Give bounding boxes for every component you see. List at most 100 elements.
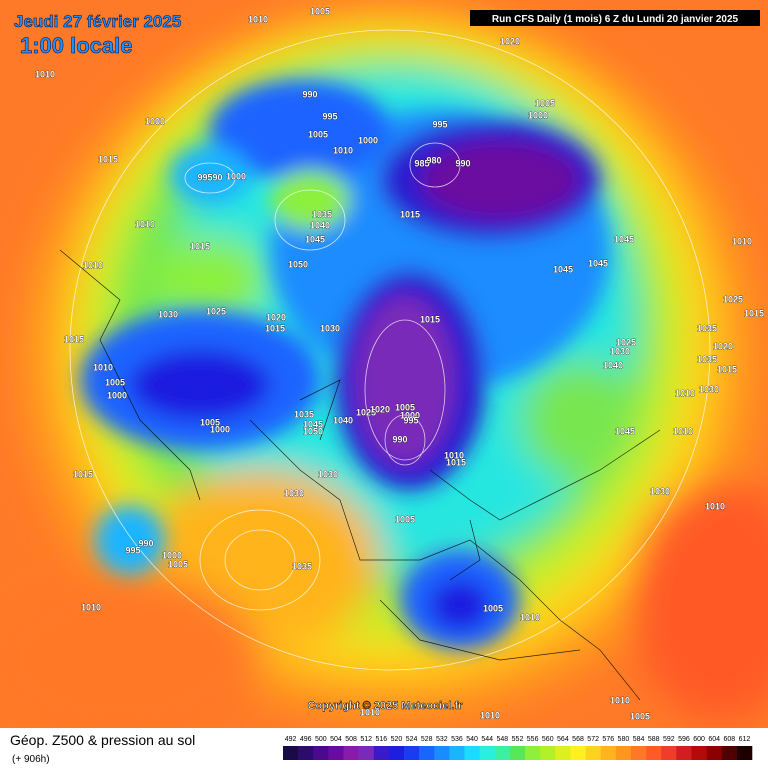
- colorbar-cell: [404, 746, 420, 760]
- colorbar-cell: [313, 746, 329, 760]
- isobar-label: 1015: [64, 334, 84, 344]
- colorbar-label: 552: [512, 736, 524, 743]
- colorbar-label: 576: [602, 736, 614, 743]
- isobar-label: 1040: [603, 360, 623, 370]
- colorbar-label: 556: [527, 736, 539, 743]
- isobar-label: 1010: [360, 707, 380, 717]
- isobar-label: 995: [125, 545, 140, 555]
- colorbar-cell: [661, 746, 677, 760]
- colorbar-label: 608: [723, 736, 735, 743]
- isobar-label: 1010: [135, 219, 155, 229]
- colorbar-label: 564: [557, 736, 569, 743]
- colorbar-label: 516: [375, 736, 387, 743]
- isobar-label: 1030: [320, 323, 340, 333]
- isobar-label: 980: [426, 155, 441, 165]
- colorbar-label: 612: [739, 736, 751, 743]
- isobar-label: 1010: [520, 612, 540, 622]
- pressure-labels: 1010100510201010100099099510051010100099…: [35, 6, 765, 722]
- isobar-label: 1005: [168, 559, 188, 569]
- colorbar-label: 592: [663, 736, 675, 743]
- colorbar-label: 528: [421, 736, 433, 743]
- colorbar-cell: [706, 746, 723, 760]
- isobar-label: 1015: [420, 314, 440, 324]
- colorbar-cell: [373, 746, 390, 760]
- isobar-label: 1035: [697, 354, 717, 364]
- isobar-label: 1010: [610, 695, 630, 705]
- isobar-label: 1000: [145, 116, 165, 126]
- isobar-label: 1045: [303, 419, 323, 429]
- colorbar-label: 496: [300, 736, 312, 743]
- footer-lead: (+ 906h): [12, 754, 50, 765]
- colorbar-cell: [449, 746, 465, 760]
- run-info: Run CFS Daily (1 mois) 6 Z du Lundi 20 j…: [492, 14, 739, 25]
- colorbar-cell: [464, 746, 480, 760]
- colorbar-cell: [630, 746, 647, 760]
- isobar-label: 1025: [356, 407, 376, 417]
- isobar-label: 1030: [650, 486, 670, 496]
- colorbar: 492 496 500 504 508 512 516 520 524 528 532 536 540 5…: [283, 736, 753, 760]
- isobar-label: 1035: [312, 209, 332, 219]
- colorbar-label: 500: [315, 736, 327, 743]
- colorbar-cell: [434, 746, 450, 760]
- colorbar-cell: [328, 746, 344, 760]
- isobar-label: 1040: [333, 415, 353, 425]
- isobar-label: 990: [138, 538, 153, 548]
- isobar-label: 1005: [483, 603, 503, 613]
- isobar-label: 1035: [292, 561, 312, 571]
- colorbar-label: 568: [572, 736, 584, 743]
- isobar-label: 1005: [308, 129, 328, 139]
- valid-time: 1:00 locale: [20, 33, 133, 58]
- colorbar-cell: [676, 746, 692, 760]
- footer-title: Géop. Z500 & pression au sol: [10, 732, 195, 748]
- isobar-label: 1020: [500, 36, 520, 46]
- colorbar-cell: [555, 746, 571, 760]
- colorbar-label: 492: [285, 736, 297, 743]
- isobar-label: 1005: [310, 6, 330, 16]
- isobar-label: 1005: [105, 377, 125, 387]
- isobar-label: 1015: [265, 323, 285, 333]
- isobar-label: 1045: [588, 258, 608, 268]
- isobar-label: 1010: [480, 710, 500, 720]
- colorbar-label: 588: [648, 736, 660, 743]
- isobar-label: 1030: [284, 488, 304, 498]
- isobar-label: 1045: [305, 234, 325, 244]
- colorbar-label: 600: [693, 736, 705, 743]
- isobar-label: 1035: [294, 409, 314, 419]
- isobar-label: 1005: [395, 514, 415, 524]
- isobar-label: 990: [302, 89, 317, 99]
- isobar-label: 1000: [528, 110, 548, 120]
- colorbar-label: 548: [497, 736, 509, 743]
- colorbar-label: 596: [678, 736, 690, 743]
- colorbar-cell: [585, 746, 602, 760]
- colorbar-cell: [388, 746, 405, 760]
- isobar-label: 985: [414, 158, 429, 168]
- isobar-label: 1000: [210, 424, 230, 434]
- isobar-label: 1025: [206, 306, 226, 316]
- valid-date: Jeudi 27 février 2025: [14, 12, 181, 31]
- isobar-label: 1005: [630, 711, 650, 721]
- isobar-label: 1005: [395, 402, 415, 412]
- isobar-label: 1010: [675, 388, 695, 398]
- colorbar-label: 512: [360, 736, 372, 743]
- isobar-label: 1040: [310, 220, 330, 230]
- colorbar-label: 580: [618, 736, 630, 743]
- isobar-label: 1010: [81, 602, 101, 612]
- isobar-label: 1000: [226, 171, 246, 181]
- colorbar-cell: [646, 746, 662, 760]
- isobar-label: 1025: [616, 337, 636, 347]
- isobar-label: 1005: [535, 98, 555, 108]
- isobar-label: 1015: [73, 469, 93, 479]
- isobar-label: 1010: [248, 14, 268, 24]
- isobar-label: 1010: [444, 450, 464, 460]
- isobar-label: 1035: [697, 323, 717, 333]
- colorbar-label: 540: [466, 736, 478, 743]
- isobar-label: 99590: [197, 172, 222, 182]
- colorbar-label: 584: [633, 736, 645, 743]
- colorbar-cell: [283, 746, 299, 760]
- isobar-label: 1030: [158, 309, 178, 319]
- isobar-label: 1010: [333, 145, 353, 155]
- colorbar-label: 572: [587, 736, 599, 743]
- isobar-label: 1020: [266, 312, 286, 322]
- isobar-label: 1050: [288, 259, 308, 269]
- isobar-label: 1010: [732, 236, 752, 246]
